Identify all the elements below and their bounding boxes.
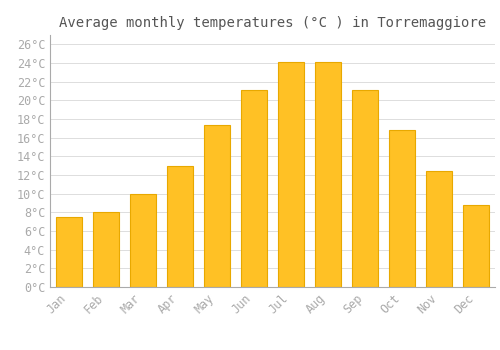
Bar [167,166,193,287]
Bar [278,62,304,287]
Bar [352,90,378,287]
Bar [464,205,489,287]
Title: Average monthly temperatures (°C ) in Torremaggiore: Average monthly temperatures (°C ) in To… [59,16,486,30]
Bar [315,62,341,287]
Bar [426,171,452,287]
Bar [390,130,415,287]
Bar [241,90,267,287]
Bar [204,125,230,287]
Bar [56,217,82,287]
Bar [130,194,156,287]
Bar [92,212,118,287]
